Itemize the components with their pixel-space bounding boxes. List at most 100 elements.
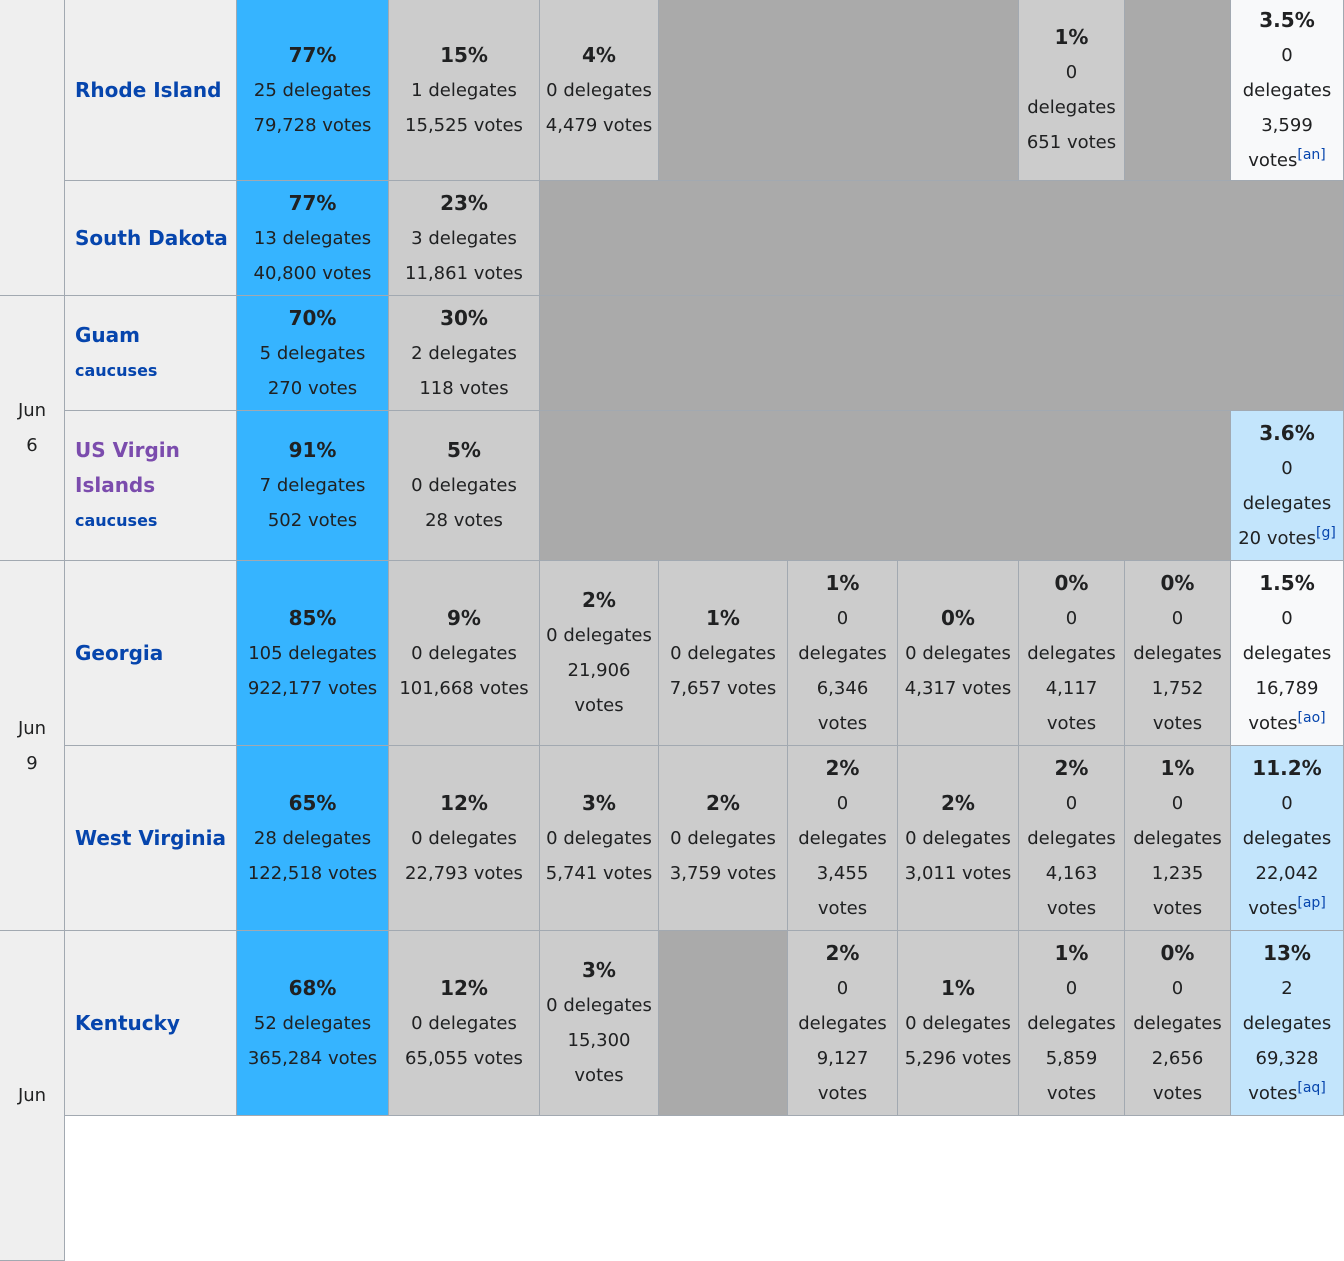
votes-count: 6,346 [816,677,869,699]
delegates: 0 delegates [905,827,1011,849]
votes-word: votes [1046,712,1097,734]
delegate-count: 0 [1065,792,1078,814]
delegate-count: 0 [836,977,849,999]
percent: 15% [440,42,488,67]
votes: 4,479 votes [545,114,653,136]
result-cell-biden: 65% 28 delegates 122,518 votes [237,746,389,931]
delegates: 1 delegates [411,79,517,101]
percent: 91% [288,438,337,462]
state-link-georgia[interactable]: Georgia [75,640,164,665]
result-cell-biden: 85% 105 delegates 922,177 votes [237,561,389,746]
result-cell-sanders: 9% 0 delegates 101,668 votes [389,561,540,746]
percent: 1% [1054,940,1089,965]
delegate-count: 0 [1281,457,1293,479]
footnote-link[interactable]: [ap] [1297,894,1326,911]
delegates-word: delegates [1133,827,1222,849]
date-cell-rows-top [0,0,65,296]
result-cell-col-7: 0% 0 delegates 4,117 votes [1019,561,1125,746]
votes: 4,317 votes [904,677,1012,699]
delegates: 52 delegates [253,1012,372,1034]
state-link-south-dakota[interactable]: South Dakota [75,225,228,250]
percent: 2% [941,790,975,815]
delegates-word: delegates [1242,492,1332,514]
votes-with-note: votes[ao] [1248,706,1325,741]
state-link-us-virgin-islands[interactable]: US Virgin Islands [75,433,180,503]
state-cell-south-dakota: South Dakota [65,181,237,296]
delegates-word: delegates [798,1012,887,1034]
votes-count: 15,300 [567,1030,631,1051]
delegates: 0 delegates [670,642,776,664]
state-name-line-1: US Virgin [75,438,180,462]
percent: 9% [447,605,481,630]
percent: 12% [440,790,488,815]
empty-cell [659,0,1019,181]
delegate-count: 0 [1065,62,1078,83]
result-cell-col-8: 0% 0 delegates 2,656 votes [1125,931,1231,1116]
votes-word: votes [1046,1082,1097,1104]
delegates-word: delegates [1242,642,1332,664]
result-cell-col-5: 2% 0 delegates 3,455 votes [788,746,898,931]
votes-count: 2,656 [1151,1047,1204,1069]
result-cell-sanders: 15% 1 delegates 15,525 votes [389,0,540,181]
votes-word: votes [574,695,624,716]
empty-cell [540,181,1344,296]
state-link-west-virginia[interactable]: West Virginia [75,825,226,850]
date-cell-jun-6: Jun 6 [0,296,65,561]
percent: 1% [1160,755,1195,780]
result-cell-sanders: 12% 0 delegates 65,055 votes [389,931,540,1116]
footnote-link[interactable]: [g] [1316,524,1336,541]
result-cell-other: 3.5% 0 delegates 3,599 votes[an] [1231,0,1344,181]
result-cell-other: 13% 2 delegates 69,328 votes[aq] [1231,931,1344,1116]
delegates: 13 delegates [253,227,372,249]
delegates: 0 delegates [411,642,517,664]
votes-word: votes [817,712,868,734]
votes: 15,525 votes [405,114,523,136]
state-link-guam[interactable]: Guam [75,323,140,347]
delegates: 0 delegates [546,625,652,646]
votes-with-note: votes[ap] [1248,891,1326,926]
delegates: 5 delegates [259,342,366,364]
state-cell-us-virgin-islands: US Virgin Islands caucuses [65,411,237,561]
percent: 1% [706,605,740,630]
votes: 365,284 votes [247,1047,378,1069]
votes: 79,728 votes [253,114,372,136]
delegates: 105 delegates [248,642,377,664]
caucuses-link[interactable]: caucuses [75,361,158,380]
delegate-count: 0 [1171,977,1184,999]
result-cell-col-7: 1% 0 delegates 651 votes [1019,0,1125,181]
empty-cell [540,296,1344,411]
result-cell-col-3: 3% 0 delegates 5,741 votes [540,746,659,931]
result-cell-col-8: 0% 0 delegates 1,752 votes [1125,561,1231,746]
votes-count: 4,117 [1045,677,1098,699]
delegate-count: 0 [1281,792,1293,814]
state-link-kentucky[interactable]: Kentucky [75,1010,180,1035]
state-link-rhode-island[interactable]: Rhode Island [75,77,222,102]
votes: 28 votes [425,510,503,531]
footnote-link[interactable]: [ao] [1297,709,1326,726]
percent: 13% [1263,940,1311,965]
votes: 11,861 votes [405,262,523,284]
empty-cell [659,931,788,1116]
percent: 77% [288,42,337,67]
result-cell-col-6: 2% 0 delegates 3,011 votes [898,746,1019,931]
caucuses-link[interactable]: caucuses [75,511,158,530]
delegate-count: 0 [1065,607,1078,629]
votes: 5,296 votes [904,1047,1012,1069]
footnote-link[interactable]: [aq] [1297,1079,1326,1096]
result-cell-biden: 77% 25 delegates 79,728 votes [237,0,389,181]
delegates-word: delegates [798,642,887,664]
percent: 12% [440,975,488,1000]
votes-word: votes [1152,712,1203,734]
votes: 3,759 votes [669,862,777,884]
result-cell-col-5: 2% 0 delegates 9,127 votes [788,931,898,1116]
delegates: 0 delegates [905,642,1011,664]
result-cell-col-3: 4% 0 delegates 4,479 votes [540,0,659,181]
date-month: Jun [17,717,47,739]
result-cell-col-5: 1% 0 delegates 6,346 votes [788,561,898,746]
votes-word: votes [574,1065,624,1086]
footnote-link[interactable]: [an] [1297,146,1326,163]
date-day: 6 [26,435,38,456]
delegates: 0 delegates [905,1012,1011,1034]
votes: 122,518 votes [247,862,378,884]
percent: 1.5% [1259,570,1315,595]
